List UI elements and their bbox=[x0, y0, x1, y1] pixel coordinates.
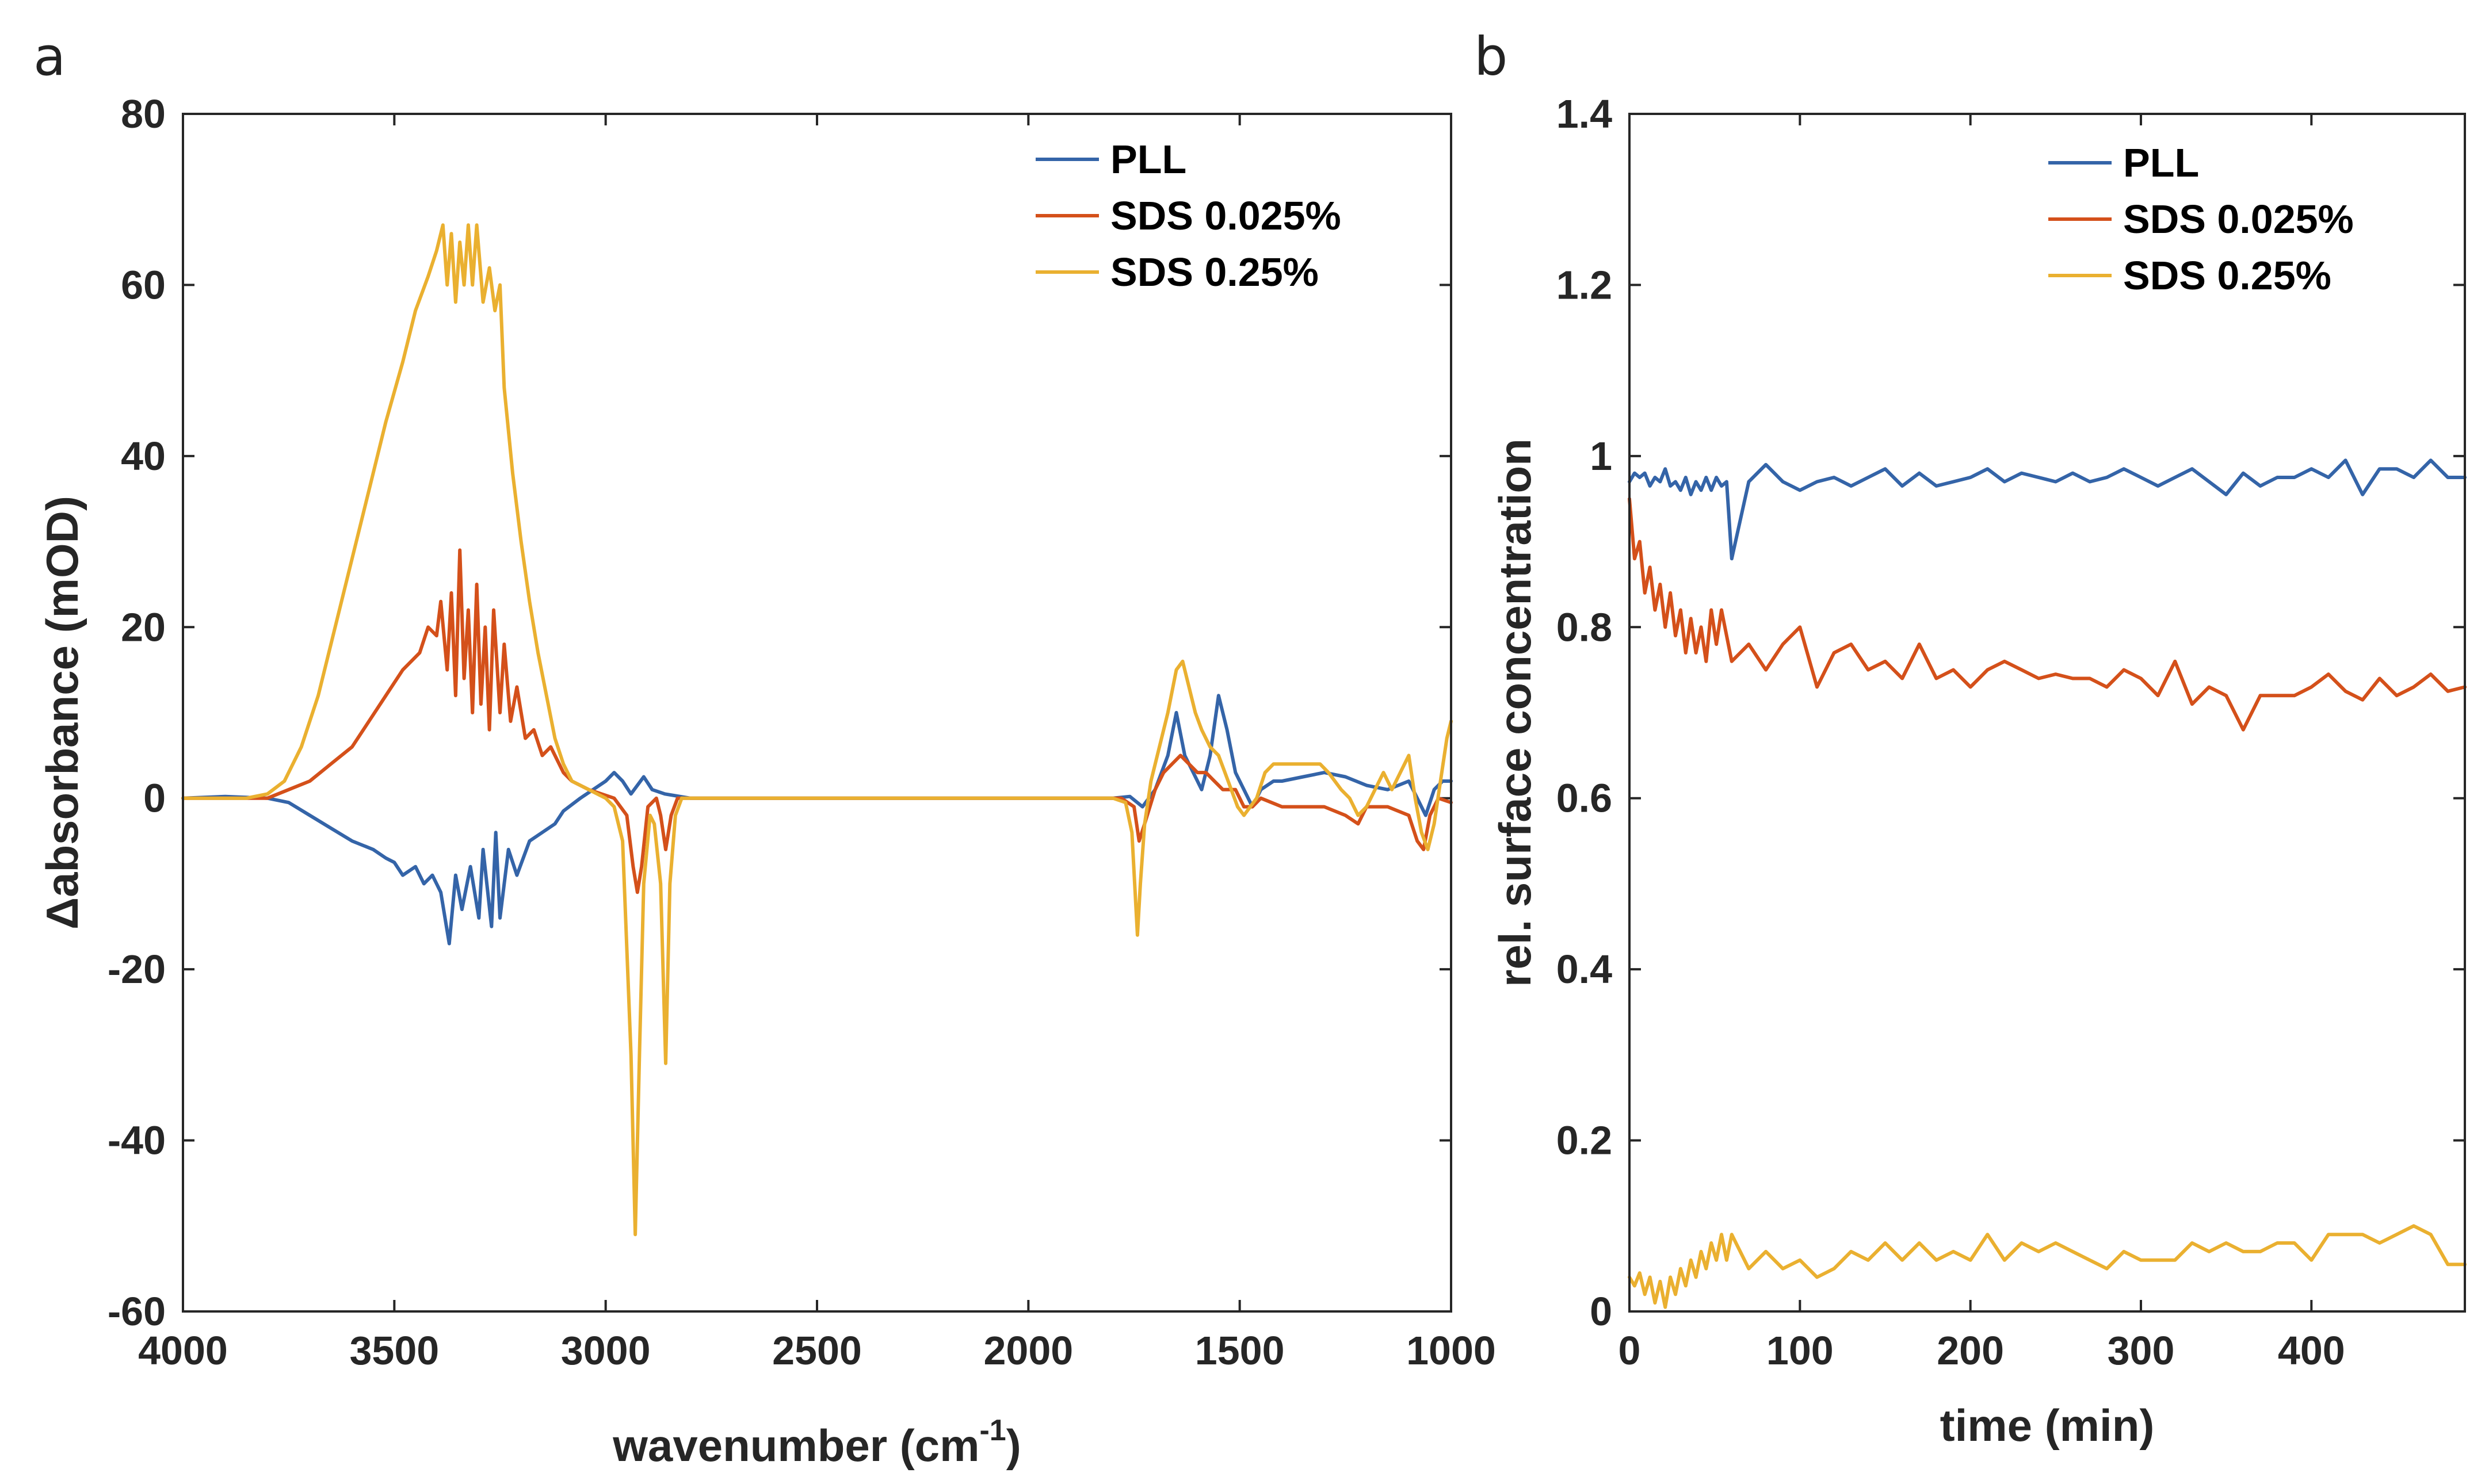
panel-a-letter: a bbox=[33, 26, 66, 87]
panel-b-legend-label-sds-0-25: SDS 0.25% bbox=[2123, 253, 2331, 298]
panel-b-x-tick-label: 200 bbox=[1937, 1328, 2004, 1373]
panel-a-x-tick-label: 3500 bbox=[349, 1328, 439, 1373]
panel-b-legend: PLL SDS 0.025% SDS 0.25% bbox=[2048, 140, 2354, 298]
panel-a-chart: a 4000 3500 3000 2500 2000 1500 1000 -60 -40 -20 0… bbox=[33, 26, 1496, 1471]
panel-b-frame bbox=[1628, 113, 2466, 1313]
panel-b-y-tick-label: 1.2 bbox=[1556, 262, 1612, 307]
panel-b-x-axis-title: time (min) bbox=[1940, 1400, 2155, 1451]
panel-a-x-tick-label: 2500 bbox=[772, 1328, 862, 1373]
panel-a-y-tick-label: 20 bbox=[121, 605, 166, 649]
panel-a-frame bbox=[182, 113, 1452, 1313]
panel-b-letter: b bbox=[1474, 26, 1507, 87]
panel-b-legend-label-sds-0-025: SDS 0.025% bbox=[2123, 197, 2354, 242]
panel-a-legend-label-sds-0-25: SDS 0.25% bbox=[1110, 250, 1319, 294]
panel-b-x-tick-label: 300 bbox=[2108, 1328, 2175, 1373]
panel-a-x-tick-label: 2000 bbox=[983, 1328, 1073, 1373]
panel-a-y-tick-label: 80 bbox=[121, 91, 166, 136]
panel-b-y-tick-label: 1 bbox=[1590, 434, 1612, 479]
panel-b-y-tick-label: 0.8 bbox=[1556, 605, 1612, 649]
panel-a-series-sds-0-025 bbox=[181, 548, 1453, 894]
panel-b-y-tick-label: 0 bbox=[1590, 1289, 1612, 1334]
panel-a-y-tick-label: -60 bbox=[108, 1289, 166, 1334]
panel-b-y-tick-label: 0.6 bbox=[1556, 776, 1612, 821]
panel-b-y-axis-title: rel. surface concentration bbox=[1490, 438, 1540, 987]
panel-a-x-tick-label: 3000 bbox=[561, 1328, 651, 1373]
panel-a-y-tick-label: 0 bbox=[143, 776, 166, 821]
panel-b-y-tick-label: 1.4 bbox=[1556, 91, 1612, 136]
panel-b-series-pll bbox=[1628, 458, 2467, 561]
panel-b-series-sds-0-025 bbox=[1628, 497, 2467, 732]
panel-b-x-tick-label: 400 bbox=[2278, 1328, 2345, 1373]
panel-a-y-tick-label: 60 bbox=[121, 262, 166, 307]
panel-b-x-tick-label: 100 bbox=[1766, 1328, 1834, 1373]
panel-a-ticks: 4000 3500 3000 2500 2000 1500 1000 -60 -40 -20 0 20… bbox=[108, 91, 1496, 1373]
panel-a-y-axis-title: Δabsorbance (mOD) bbox=[37, 496, 87, 930]
panel-b-series bbox=[1628, 458, 2467, 1309]
panel-a-x-axis-title-superscript: -1 bbox=[979, 1414, 1006, 1447]
panel-b-series-sds-0-25 bbox=[1628, 1224, 2467, 1309]
panel-a-y-tick-label: 40 bbox=[121, 434, 166, 479]
panel-a-x-tick-label: 1500 bbox=[1195, 1328, 1285, 1373]
panel-b-legend-label-pll: PLL bbox=[2123, 140, 2199, 185]
panel-a-legend-label-pll: PLL bbox=[1110, 137, 1186, 182]
panel-a-series-pll bbox=[181, 694, 1453, 946]
panel-a-x-tick-label: 1000 bbox=[1406, 1328, 1496, 1373]
panel-a-x-axis-title: wavenumber (cm-1) bbox=[612, 1414, 1021, 1471]
panel-b-y-tick-label: 0.2 bbox=[1556, 1118, 1612, 1163]
panel-b-y-tick-label: 0.4 bbox=[1556, 947, 1612, 992]
panel-a-legend-label-sds-0-025: SDS 0.025% bbox=[1110, 193, 1341, 238]
panel-a-y-tick-label: -40 bbox=[108, 1118, 166, 1163]
panel-a-y-tick-label: -20 bbox=[108, 947, 166, 992]
panel-a-series-sds-0-25 bbox=[181, 223, 1453, 1237]
panel-a-x-tick-label: 4000 bbox=[138, 1328, 228, 1373]
panel-a-series bbox=[181, 223, 1453, 1237]
panel-b-x-tick-label: 0 bbox=[1619, 1328, 1641, 1373]
panel-a-legend: PLL SDS 0.025% SDS 0.25% bbox=[1036, 137, 1341, 294]
panel-b-chart: b 0 100 200 300 400 0 0.2 0.4 0.6 0.8 1 1.2 1.4 PLL S… bbox=[1474, 26, 2467, 1451]
